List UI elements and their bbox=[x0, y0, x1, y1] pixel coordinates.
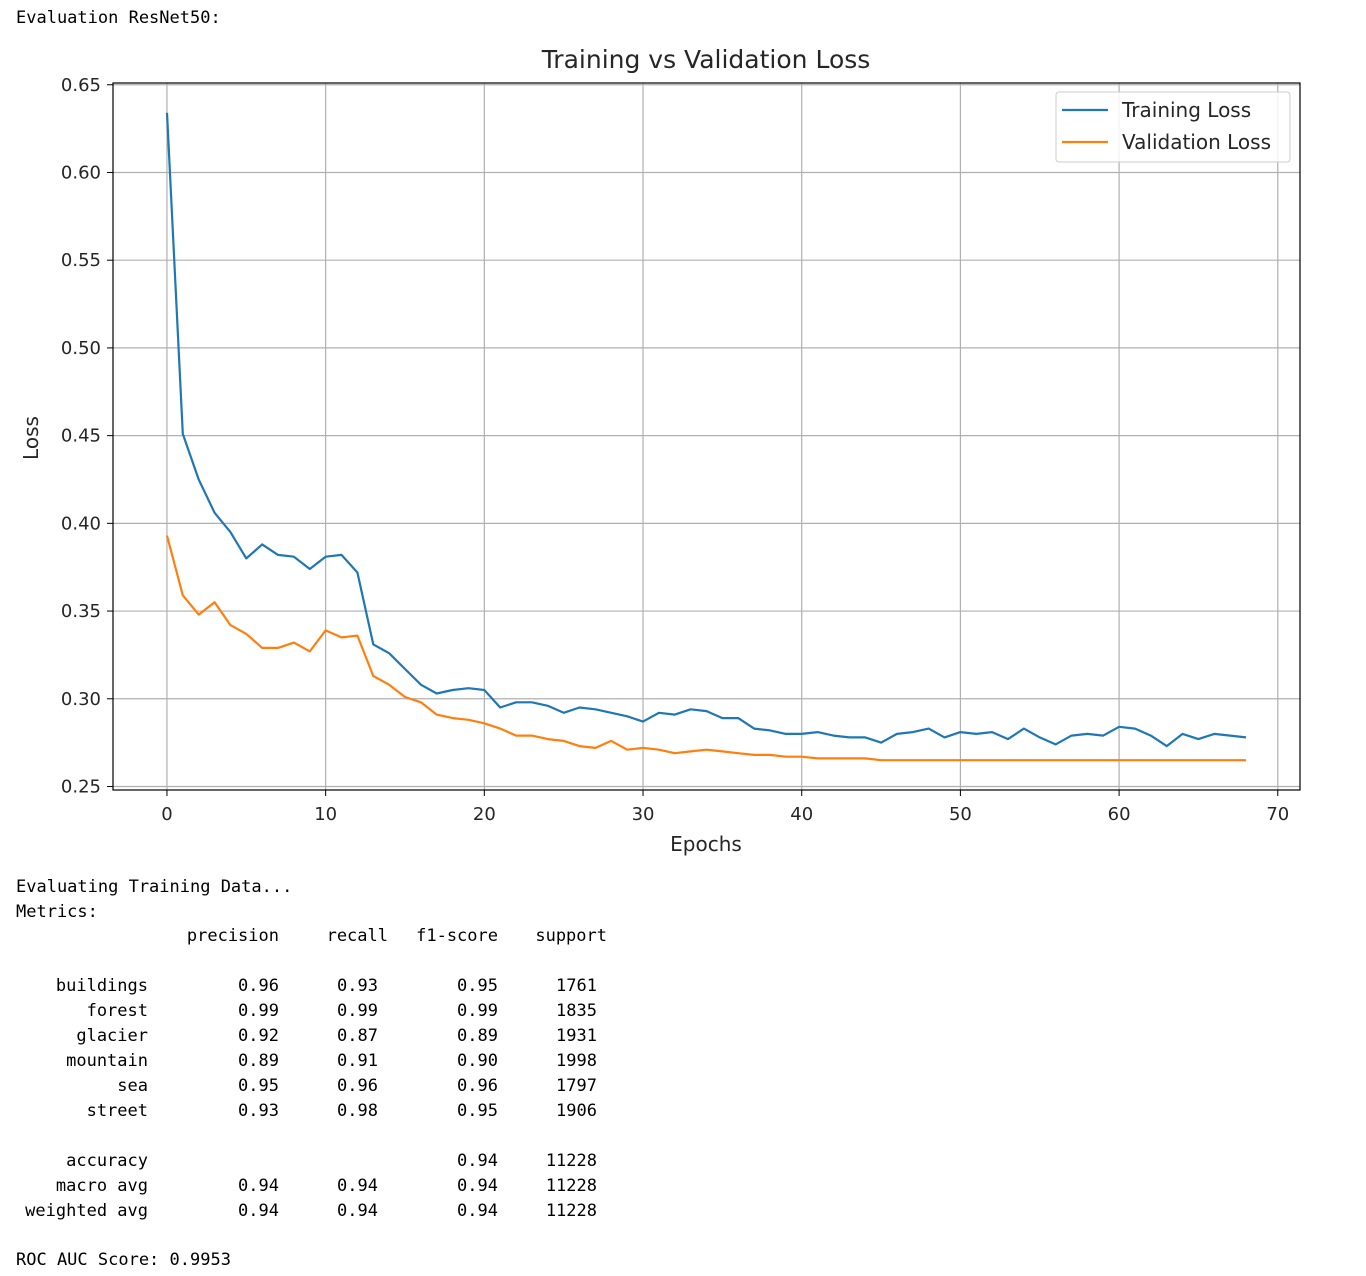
row-label: glacier bbox=[76, 1026, 148, 1046]
metric-cell: 0.99 bbox=[337, 1001, 378, 1021]
x-axis-label: Epochs bbox=[670, 832, 742, 856]
y-tick-label: 0.35 bbox=[61, 601, 101, 622]
y-tick-label: 0.45 bbox=[61, 426, 101, 447]
legend-label: Training Loss bbox=[1121, 98, 1251, 122]
row-label: sea bbox=[117, 1076, 148, 1096]
x-tick-label: 30 bbox=[632, 804, 655, 825]
x-tick-label: 60 bbox=[1108, 804, 1131, 825]
metrics-heading: Metrics: bbox=[16, 902, 98, 922]
summary-cell: 11228 bbox=[545, 1151, 597, 1171]
summary-cell: 0.94 bbox=[238, 1201, 279, 1221]
metric-cell: 0.99 bbox=[457, 1001, 498, 1021]
metric-cell: 0.95 bbox=[457, 976, 498, 996]
x-tick-label: 40 bbox=[790, 804, 813, 825]
metric-cell: 0.89 bbox=[457, 1026, 498, 1046]
y-tick-label: 0.55 bbox=[61, 250, 101, 271]
metric-cell: 1931 bbox=[556, 1026, 597, 1046]
summary-cell: 11228 bbox=[545, 1176, 597, 1196]
grid bbox=[113, 83, 1300, 790]
metric-cell: 0.95 bbox=[238, 1076, 279, 1096]
summary-label: accuracy bbox=[66, 1151, 148, 1171]
row-label: buildings bbox=[55, 976, 148, 996]
x-tick-label: 0 bbox=[161, 804, 172, 825]
y-axis-label: Loss bbox=[19, 416, 43, 460]
metric-cell: 0.89 bbox=[238, 1051, 279, 1071]
y-tick-label: 0.50 bbox=[61, 338, 101, 359]
metric-cell: 1797 bbox=[556, 1076, 597, 1096]
metric-cell: 0.96 bbox=[238, 976, 279, 996]
header-text: Evaluation ResNet50: bbox=[16, 8, 221, 28]
metric-cell: 0.96 bbox=[457, 1076, 498, 1096]
legend: Training Loss Validation Loss bbox=[1055, 91, 1291, 163]
metric-cell: 0.92 bbox=[238, 1026, 279, 1046]
y-tick-label: 0.25 bbox=[61, 776, 101, 797]
plot-frame bbox=[112, 82, 1301, 791]
metric-cell: 1906 bbox=[556, 1101, 597, 1121]
row-label: forest bbox=[86, 1001, 148, 1021]
metric-cell: 1835 bbox=[556, 1001, 597, 1021]
x-tick-label: 50 bbox=[949, 804, 972, 825]
series-layer bbox=[165, 112, 1247, 762]
column-header: support bbox=[535, 926, 607, 946]
summary-cell: 0.94 bbox=[457, 1151, 498, 1171]
summary-cell: 0.94 bbox=[238, 1176, 279, 1196]
summary-cell: 0.94 bbox=[337, 1201, 378, 1221]
status-text: Evaluating Training Data... bbox=[16, 877, 293, 897]
y-tick-label: 0.60 bbox=[61, 162, 101, 183]
column-header: f1-score bbox=[416, 926, 498, 946]
summary-cell: 0.94 bbox=[337, 1176, 378, 1196]
row-label: street bbox=[86, 1101, 148, 1121]
metric-cell: 1998 bbox=[556, 1051, 597, 1071]
x-tick-label: 10 bbox=[314, 804, 337, 825]
legend-box bbox=[1055, 91, 1291, 163]
summary-cell: 0.94 bbox=[457, 1201, 498, 1221]
chart-title: Training vs Validation Loss bbox=[541, 45, 871, 74]
classification-report: Evaluating Training Data... Metrics: preci… bbox=[16, 876, 656, 1276]
y-tick-label: 0.65 bbox=[61, 75, 101, 96]
metric-cell: 1761 bbox=[556, 976, 597, 996]
row-label: mountain bbox=[66, 1051, 148, 1071]
series-line-validation-loss bbox=[165, 535, 1246, 762]
series-line-training-loss bbox=[165, 112, 1247, 748]
column-header: precision bbox=[186, 926, 279, 946]
ticks: 0 10 20 30 40 50 60 70 0.25 0.30 0.35 0.40 0.45 0.50 0… bbox=[61, 75, 1289, 825]
metric-cell: 0.91 bbox=[337, 1051, 378, 1071]
y-tick-label: 0.40 bbox=[61, 513, 101, 534]
y-tick-label: 0.30 bbox=[61, 689, 101, 710]
metric-cell: 0.90 bbox=[457, 1051, 498, 1071]
x-tick-label: 20 bbox=[473, 804, 496, 825]
metric-cell: 0.95 bbox=[457, 1101, 498, 1121]
metric-cell: 0.93 bbox=[337, 976, 378, 996]
metric-cell: 0.96 bbox=[337, 1076, 378, 1096]
summary-cell: 0.94 bbox=[457, 1176, 498, 1196]
metric-cell: 0.99 bbox=[238, 1001, 279, 1021]
loss-chart: Training vs Validation Loss 0 10 20 30 40 50 6… bbox=[19, 45, 1301, 856]
roc-auc-score: ROC AUC Score: 0.9953 bbox=[16, 1250, 231, 1270]
metric-cell: 0.87 bbox=[337, 1026, 378, 1046]
legend-label: Validation Loss bbox=[1122, 130, 1271, 154]
metric-cell: 0.98 bbox=[337, 1101, 378, 1121]
summary-label: weighted avg bbox=[25, 1201, 148, 1221]
summary-label: macro avg bbox=[55, 1176, 148, 1196]
column-header: recall bbox=[326, 926, 388, 946]
summary-cell: 11228 bbox=[545, 1201, 597, 1221]
metric-cell: 0.93 bbox=[238, 1101, 279, 1121]
x-tick-label: 70 bbox=[1266, 804, 1289, 825]
